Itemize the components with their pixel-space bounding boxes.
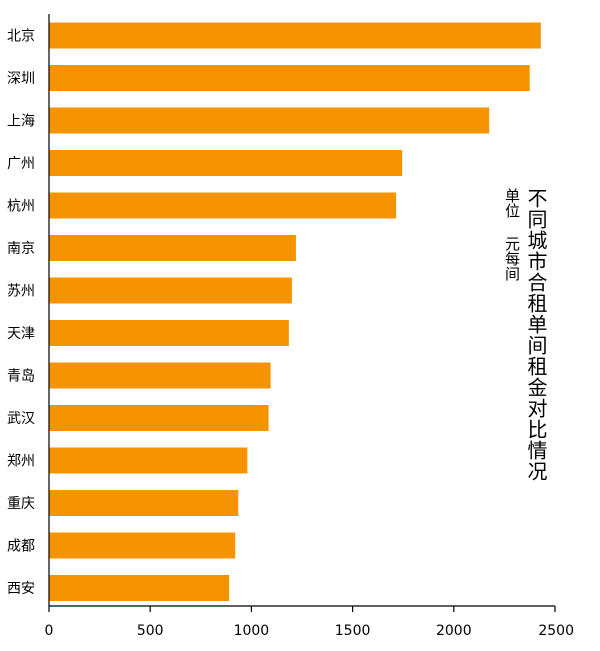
- y-tick-label: 北京: [7, 29, 35, 45]
- bar-3: [49, 150, 403, 176]
- bar-0: [49, 22, 541, 49]
- y-tick-label: 郑州: [7, 454, 35, 470]
- y-tick-label: 成都: [7, 539, 35, 555]
- bar-6: [49, 277, 292, 304]
- bar-1: [49, 65, 530, 91]
- y-tick-label: 南京: [7, 241, 35, 257]
- x-tick-label: 1000: [234, 623, 270, 639]
- unit-label: 单位 元每间: [503, 188, 521, 281]
- bar-10: [49, 447, 248, 474]
- bar-5: [49, 235, 296, 261]
- y-tick-label: 苏州: [7, 284, 35, 300]
- y-tick-label: 深圳: [7, 71, 35, 87]
- y-tick-label: 武汉: [7, 411, 35, 427]
- y-tick-label: 上海: [7, 114, 35, 130]
- bar-7: [49, 320, 289, 346]
- bar-9: [49, 405, 269, 431]
- bar-8: [49, 362, 271, 389]
- y-tick-label: 杭州: [7, 199, 35, 215]
- bar-2: [49, 107, 490, 134]
- x-tick-label: 2000: [436, 623, 472, 639]
- bar-12: [49, 532, 236, 559]
- chart-title: 不同城市合租单间租金对比情况: [524, 188, 548, 482]
- y-tick-label: 天津: [7, 326, 35, 342]
- bar-4: [49, 192, 397, 219]
- y-tick-label: 西安: [7, 581, 35, 597]
- y-tick-label: 青岛: [7, 369, 35, 385]
- x-tick-label: 2500: [538, 623, 574, 639]
- x-tick-label: 0: [45, 623, 54, 639]
- y-tick-label: 广州: [7, 156, 35, 172]
- y-tick-label: 重庆: [7, 496, 35, 512]
- x-tick-label: 1500: [335, 623, 371, 639]
- x-tick-label: 500: [137, 623, 164, 639]
- bar-11: [49, 490, 239, 516]
- bar-13: [49, 575, 230, 601]
